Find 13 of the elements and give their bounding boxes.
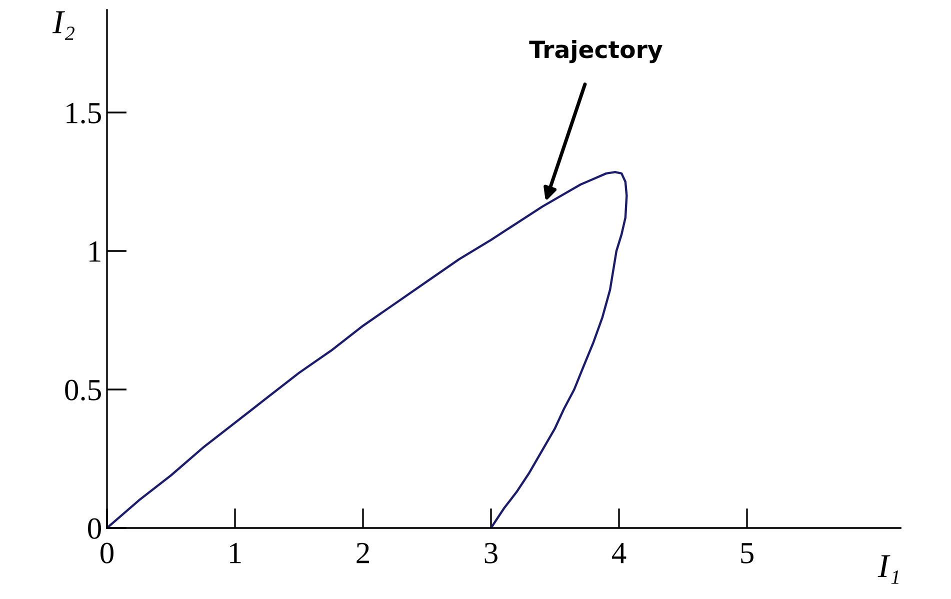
y-tick-label: 1.5 bbox=[66, 102, 101, 124]
y-tick-label: 1 bbox=[90, 241, 100, 262]
annotation: Trajectory bbox=[529, 40, 662, 64]
x-tick-label: 5 bbox=[741, 543, 754, 564]
x-tick-label: 4 bbox=[612, 542, 626, 564]
y-axis-title: I₂ bbox=[52, 11, 74, 40]
y-tick-label: 0.5 bbox=[65, 380, 101, 401]
x-tick-label: 2 bbox=[356, 542, 369, 564]
x-tick-label: 1 bbox=[230, 542, 241, 564]
x-tick-label: 3 bbox=[484, 542, 498, 564]
y-tick-label: 0 bbox=[88, 518, 101, 539]
x-axis-title: I₁ bbox=[878, 555, 898, 584]
line-series bbox=[107, 170, 628, 528]
